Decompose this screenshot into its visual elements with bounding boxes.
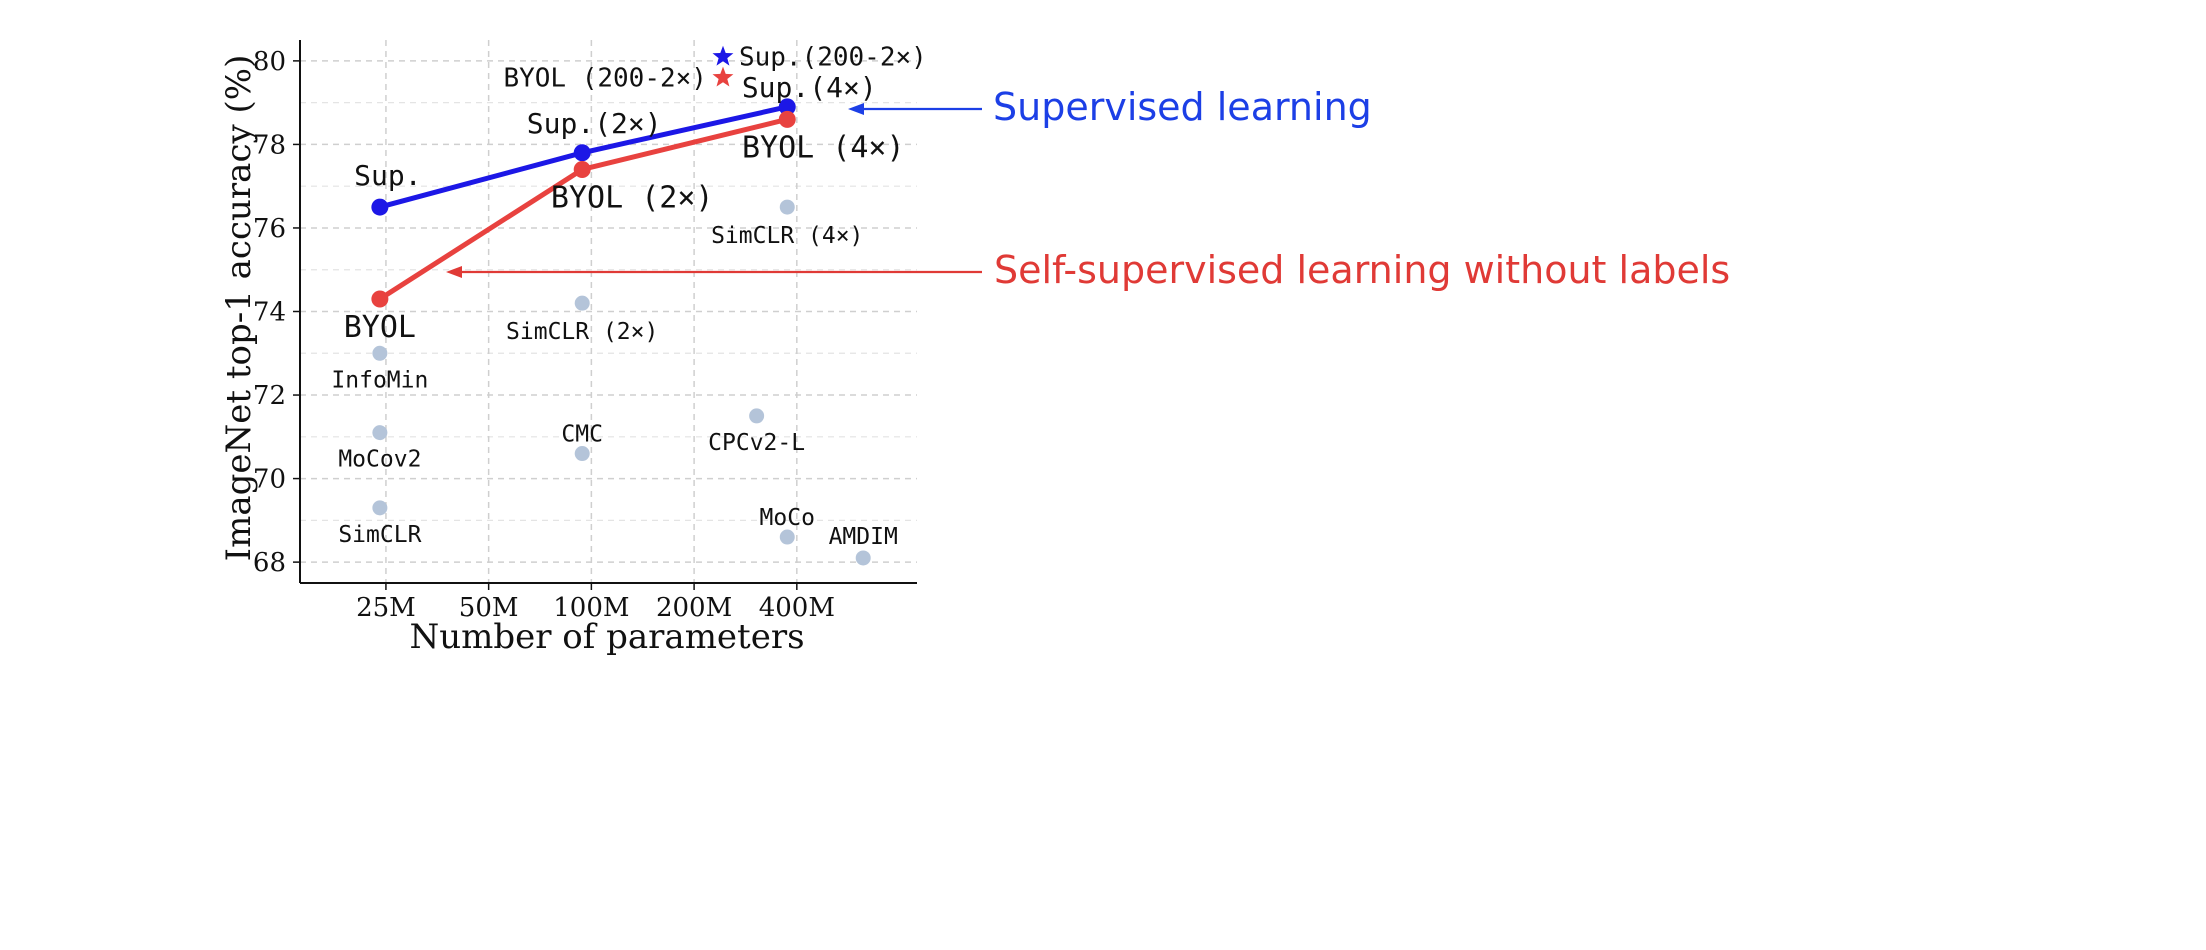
baselines-point-infomin [372, 345, 388, 361]
star-label-sup-200-2: Sup.(200-2×) [739, 43, 927, 73]
y-tick-label: 78 [253, 130, 286, 160]
star-marker-byol-200-2 [712, 66, 734, 87]
y-tick-label: 76 [253, 214, 286, 244]
baselines-point-simclr-4 [779, 199, 795, 215]
baselines-point-simclr-2 [574, 295, 590, 311]
baselines-point-amdim [855, 550, 871, 566]
self-supervised-point-byol [371, 290, 389, 308]
supervised-point-sup [371, 198, 389, 216]
callouts: Supervised learning Self-supervised learn… [446, 85, 1730, 292]
baselines-point-cmc [574, 446, 590, 462]
callout-arrowhead-0 [848, 103, 864, 115]
point-label-sup-2: Sup.(2×) [527, 107, 662, 140]
point-label-mocov2: MoCov2 [338, 447, 421, 473]
callout-text-supervised-learning: Supervised learning [993, 85, 1372, 129]
callout-text-self-supervised-learning-without-labels: Self-supervised learning without labels [994, 248, 1730, 292]
baselines-point-simclr [372, 500, 388, 516]
x-tick-label: 200M [656, 593, 732, 623]
x-tick-label: 100M [553, 593, 629, 623]
y-tick-label: 68 [253, 548, 286, 578]
x-tick-label: 50M [459, 593, 519, 623]
point-label-simclr-2: SimCLR (2×) [506, 319, 658, 345]
point-label-sup: Sup. [354, 159, 421, 192]
callout-arrowhead-1 [446, 266, 462, 278]
point-label-cpcv2-l: CPCv2-L [708, 430, 805, 456]
y-tick-label: 80 [253, 47, 286, 77]
point-label-byol: BYOL [344, 310, 416, 345]
x-axis-title: Number of parameters [409, 617, 804, 657]
star-label-byol-200-2: BYOL (200-2×) [503, 64, 707, 94]
point-label-simclr: SimCLR [338, 522, 421, 548]
point-label-moco: MoCo [760, 505, 815, 531]
y-axis-title: ImageNet top-1 accuracy (%) [219, 55, 259, 562]
axes [293, 40, 917, 590]
y-tick-label: 72 [253, 381, 286, 411]
point-label-byol-4: BYOL (4×) [742, 130, 905, 165]
point-label-byol-2: BYOL (2×) [551, 180, 714, 215]
data-points [371, 45, 871, 566]
x-tick-label: 25M [356, 593, 416, 623]
point-labels: Sup. Sup.(2×) Sup.(4×) BYOL BYOL (2×) BYOL (4… [331, 43, 926, 550]
point-label-cmc: CMC [561, 422, 603, 448]
supervised-point-sup-2 [573, 144, 591, 162]
grid [300, 40, 917, 583]
point-label-simclr-4: SimCLR (4×) [711, 223, 863, 249]
y-tick-label: 74 [253, 298, 286, 328]
baselines-point-cpcv2-l [749, 408, 765, 424]
baselines-point-mocov2 [372, 425, 388, 441]
tick-labels: 68 70 72 74 76 78 80 25M 50M 100M 200M 400M [253, 47, 835, 623]
self-supervised-point-byol-2 [573, 160, 591, 178]
star-marker-sup-200-2 [712, 45, 734, 66]
self-supervised-point-byol-4 [778, 110, 796, 128]
baselines-point-moco [779, 529, 795, 545]
point-label-amdim: AMDIM [829, 524, 898, 550]
x-tick-label: 400M [759, 593, 835, 623]
y-tick-label: 70 [253, 465, 286, 495]
supervised-point-sup-4 [778, 98, 796, 116]
point-label-sup-4: Sup.(4×) [742, 71, 877, 104]
point-label-infomin: InfoMin [331, 367, 428, 393]
